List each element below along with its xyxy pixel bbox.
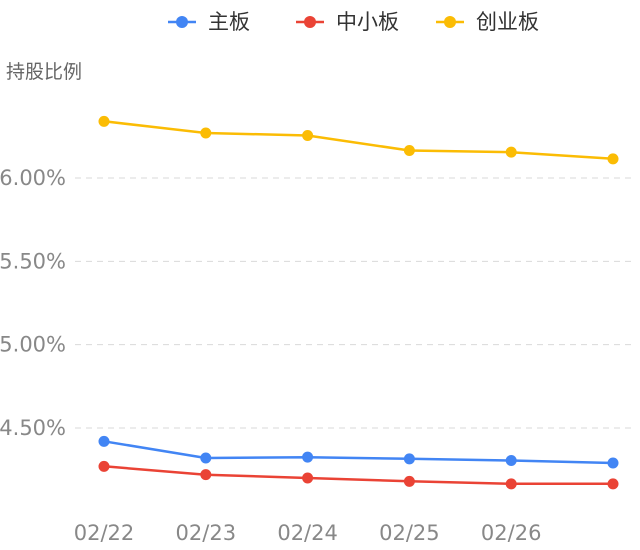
y-tick-label: 6.00% — [0, 166, 66, 190]
data-point — [505, 146, 517, 158]
x-axis-ticks: 02/22 02/23 02/24 02/25 02/26 — [74, 521, 542, 545]
series-line — [102, 120, 615, 161]
data-point — [200, 469, 212, 481]
series-line — [102, 440, 615, 465]
legend-label: 主板 — [208, 10, 250, 34]
data-point — [403, 475, 415, 487]
series-创业板 — [98, 115, 619, 165]
data-point — [403, 453, 415, 465]
legend: 主板 中小板 创业板 — [168, 10, 539, 34]
data-point — [200, 452, 212, 464]
y-axis-ticks: 4.50% 5.00% 5.50% 6.00% — [0, 166, 66, 440]
data-point — [505, 478, 517, 490]
y-tick-label: 5.50% — [0, 249, 66, 273]
data-point — [505, 455, 517, 467]
y-tick-label: 4.50% — [0, 416, 66, 440]
y-axis-label: 持股比例 — [6, 61, 82, 83]
x-tick-label: 02/25 — [379, 521, 440, 545]
x-tick-label: 02/26 — [481, 521, 542, 545]
series-layer — [98, 115, 619, 490]
legend-label: 创业板 — [476, 10, 539, 34]
data-point — [607, 478, 619, 490]
legend-label: 中小板 — [336, 10, 399, 34]
legend-marker — [176, 16, 188, 28]
data-point — [98, 460, 110, 472]
data-point — [302, 472, 314, 484]
series-中小板 — [98, 460, 619, 490]
legend-item: 中小板 — [296, 10, 399, 34]
legend-marker — [444, 16, 456, 28]
legend-item: 主板 — [168, 10, 250, 34]
x-tick-label: 02/24 — [277, 521, 338, 545]
x-tick-label: 02/23 — [176, 521, 237, 545]
data-point — [302, 129, 314, 141]
legend-marker — [304, 16, 316, 28]
y-tick-label: 5.00% — [0, 333, 66, 357]
legend-item: 创业板 — [436, 10, 539, 34]
data-point — [302, 451, 314, 463]
grid-lines — [75, 177, 636, 429]
data-point — [607, 457, 619, 469]
data-point — [200, 127, 212, 139]
data-point — [98, 115, 110, 127]
data-point — [607, 153, 619, 165]
data-point — [403, 144, 415, 156]
data-point — [98, 435, 110, 447]
series-line — [102, 465, 615, 486]
series-主板 — [98, 435, 619, 469]
x-tick-label: 02/22 — [74, 521, 135, 545]
